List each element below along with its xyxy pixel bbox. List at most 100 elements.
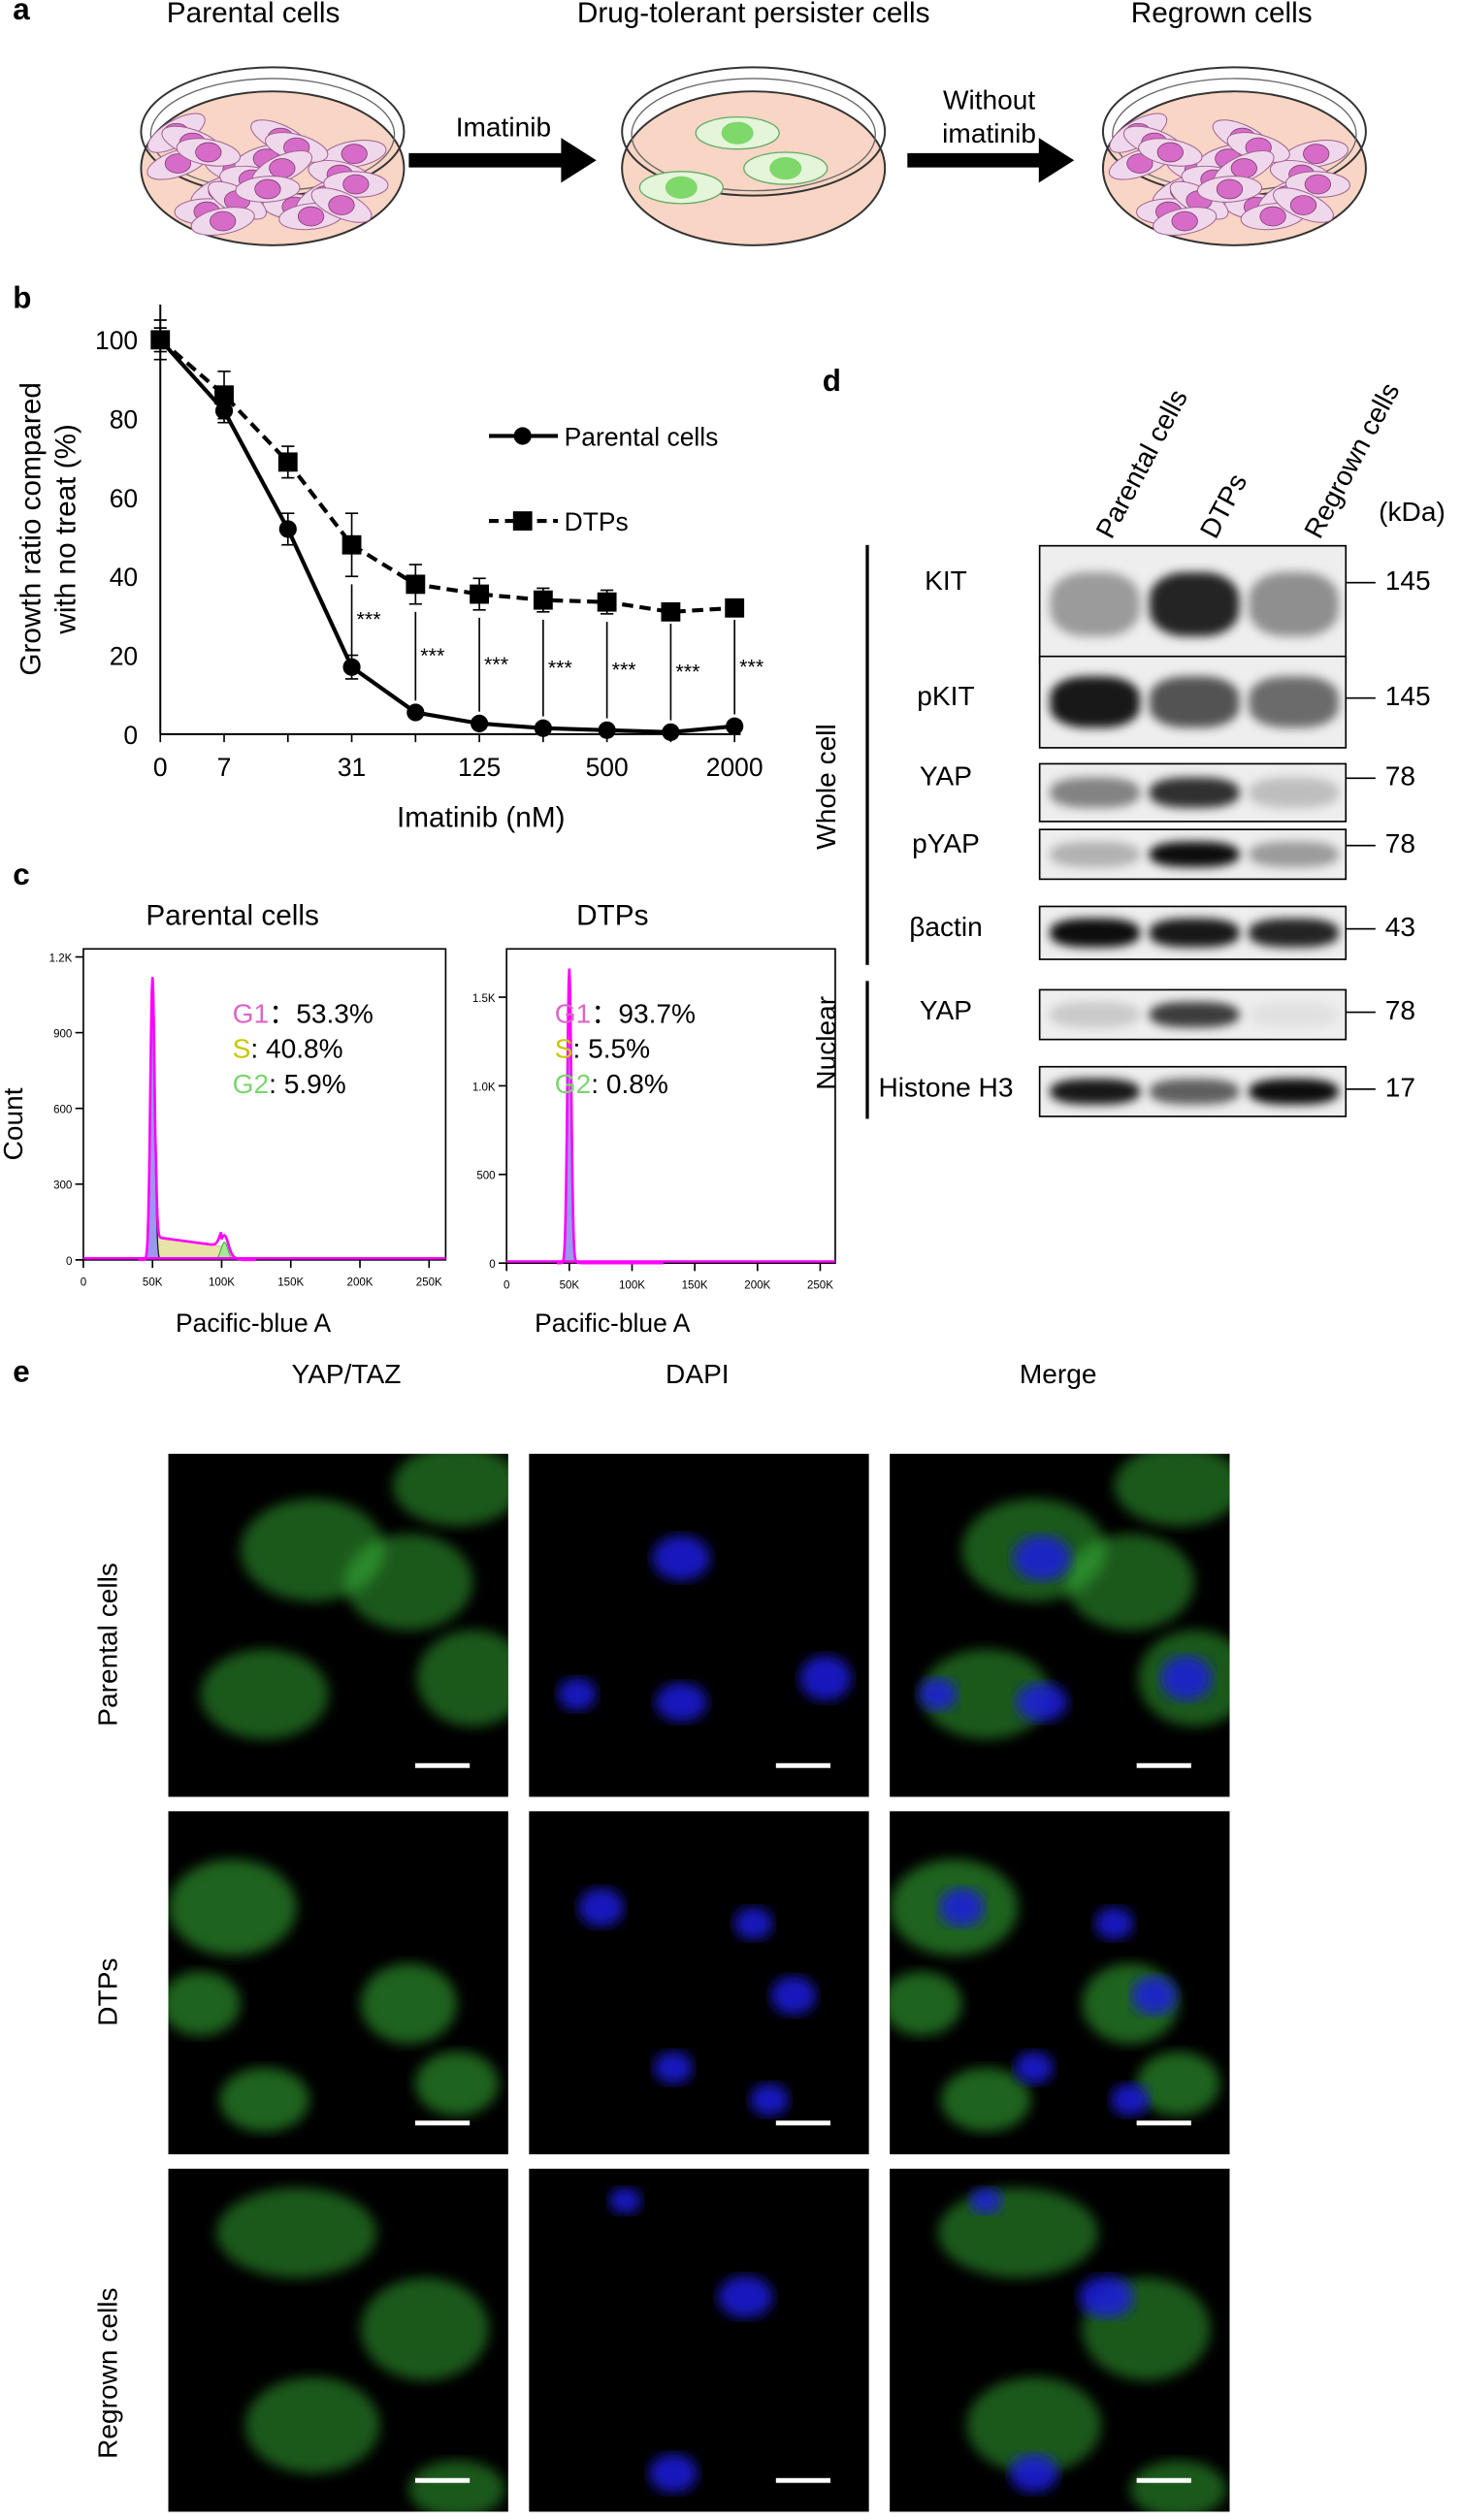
phase-g1-value: ：53.3% bbox=[269, 998, 374, 1029]
cell-nucleus bbox=[1126, 153, 1153, 174]
hist-dtp-xlabel: Pacific-blue A bbox=[535, 1310, 691, 1339]
micrograph-image bbox=[608, 2187, 773, 2493]
y-tick-label: 0 bbox=[123, 721, 138, 750]
hist-dtp-phases: G1：93.7% S: 5.5% G2: 0.8% bbox=[555, 997, 696, 1103]
col-yaptaz: YAP/TAZ bbox=[291, 1359, 402, 1390]
western-blot-yap bbox=[1038, 762, 1348, 823]
yap-signal-cell bbox=[1114, 1453, 1230, 1527]
cell-cycle-histograms: 0 300 600 900 1.2K 0 50K 100K 150K 200K 250K 0 500 1.… bbox=[49, 948, 836, 1292]
kda-marker: 145 bbox=[1347, 681, 1431, 713]
yap-signal-cell bbox=[1065, 1534, 1195, 1631]
yap-signal-cell bbox=[922, 1649, 1051, 1739]
lane-label-dtps: DTPs bbox=[1194, 468, 1253, 544]
dapi-nucleus bbox=[1079, 2276, 1134, 2318]
hist-parental-phases: G1：53.3% S: 40.8% G2: 5.9% bbox=[233, 997, 374, 1103]
yap-signal-cell bbox=[1130, 2460, 1227, 2512]
cell-nucleus bbox=[254, 178, 281, 200]
phase-g2-value: : 5.9% bbox=[269, 1069, 346, 1100]
hist-dtp-title: DTPs bbox=[576, 899, 649, 932]
yaptaz-micrograph bbox=[168, 1453, 508, 1797]
blot-label: Histone H3 bbox=[878, 1072, 1014, 1103]
significance-label: *** bbox=[548, 656, 573, 679]
micrograph-image bbox=[168, 1858, 499, 2132]
dapi-nucleus bbox=[799, 1656, 852, 1701]
data-point-dtps bbox=[277, 452, 298, 472]
x-tick-label: 250K bbox=[416, 1276, 442, 1288]
blot-band bbox=[1050, 918, 1140, 948]
dapi-nucleus bbox=[652, 1535, 711, 1581]
x-tick-label: 50K bbox=[560, 1280, 580, 1292]
panel-b-label: b bbox=[13, 281, 32, 316]
western-blot-βactin bbox=[1038, 905, 1348, 960]
panel-a-title-dtp: Drug-tolerant persister cells bbox=[576, 0, 930, 29]
cell-nucleus bbox=[1304, 174, 1331, 195]
legend-label: Parental cells bbox=[565, 422, 719, 451]
dapi-nucleus bbox=[969, 2187, 1002, 2214]
dapi-nucleus bbox=[578, 1888, 624, 1927]
merge-micrograph bbox=[890, 1453, 1230, 1797]
whole-cell-label: Whole cell bbox=[811, 724, 842, 850]
cell-nucleus bbox=[1259, 206, 1286, 227]
blot-label: YAP bbox=[919, 760, 973, 792]
data-point-dtps bbox=[150, 330, 171, 350]
legend-marker bbox=[512, 511, 533, 531]
y-tick-label: 0 bbox=[66, 1256, 72, 1268]
blot-label: βactin bbox=[909, 912, 983, 943]
yap-signal-cell bbox=[408, 2460, 505, 2512]
arrow-label-imatinib2: imatinib bbox=[942, 118, 1037, 149]
x-tick-label: 100K bbox=[209, 1276, 235, 1288]
phase-g1-value: ：93.7% bbox=[591, 998, 697, 1029]
yap-signal-cell bbox=[414, 2052, 499, 2116]
panel-a-title-regrown: Regrown cells bbox=[1130, 0, 1313, 29]
western-blot-histone-h3 bbox=[1038, 1065, 1348, 1117]
yap-signal-cell bbox=[216, 2187, 377, 2278]
x-tick-label: 2000 bbox=[706, 753, 763, 782]
dtp-nucleus bbox=[721, 121, 754, 145]
col-dapi: DAPI bbox=[666, 1359, 730, 1390]
data-point-parental bbox=[471, 714, 489, 732]
ylabel-line: Growth ratio compared with no treat (%) bbox=[14, 382, 82, 676]
blot-band bbox=[1149, 1078, 1240, 1106]
yap-signal-cell bbox=[244, 2376, 380, 2473]
yap-signal-cell bbox=[890, 1971, 962, 2036]
yap-signal-cell bbox=[1136, 2052, 1220, 2116]
cell-nucleus bbox=[1289, 195, 1317, 215]
yap-signal-cell bbox=[392, 1453, 508, 1527]
panel-e-label: e bbox=[13, 1356, 30, 1390]
phase-g2: G2 bbox=[554, 1069, 592, 1100]
cell-nucleus bbox=[341, 144, 368, 164]
dapi-nucleus bbox=[1016, 1683, 1068, 1722]
cell-nucleus bbox=[269, 158, 296, 178]
scale-bar bbox=[414, 2120, 471, 2126]
dapi-nucleus bbox=[1131, 1976, 1177, 2016]
dapi-micrograph bbox=[529, 2168, 869, 2512]
growth-chart-ylabel: Growth ratio compared with no treat (%) bbox=[13, 329, 83, 729]
data-point-dtps bbox=[470, 584, 490, 604]
dapi-nucleus bbox=[1013, 1535, 1071, 1581]
data-point-dtps bbox=[214, 385, 234, 405]
data-point-parental bbox=[662, 723, 680, 741]
yap-signal-cell bbox=[966, 2376, 1102, 2473]
blot-band bbox=[1149, 571, 1240, 637]
scale-bar bbox=[1136, 2477, 1191, 2483]
dapi-nucleus bbox=[718, 2276, 773, 2318]
phase-s: S bbox=[232, 1033, 251, 1065]
cell-nucleus bbox=[164, 153, 192, 174]
growth-chart: 0 20 40 60 80 100 0 7 31 125 500 2000 *** *** *** *** **… bbox=[95, 304, 764, 782]
phase-s-value: : 40.8% bbox=[250, 1033, 343, 1065]
yap-signal-cell bbox=[344, 1534, 473, 1631]
dapi-nucleus bbox=[649, 2453, 698, 2493]
cell-nucleus bbox=[1303, 144, 1330, 164]
y-tick-label: 1.5K bbox=[472, 993, 496, 1005]
blot-band bbox=[1050, 776, 1140, 809]
dapi-nucleus bbox=[1015, 2052, 1054, 2084]
western-blot-yap bbox=[1038, 988, 1348, 1041]
blot-band bbox=[1249, 1078, 1339, 1106]
dapi-nucleus bbox=[655, 1683, 707, 1722]
dtp-nucleus bbox=[665, 176, 698, 199]
dapi-nucleus bbox=[1111, 2084, 1150, 2116]
x-tick-label: 31 bbox=[338, 753, 366, 782]
data-point-parental bbox=[726, 717, 744, 735]
phase-g2-value: : 0.8% bbox=[591, 1069, 668, 1100]
dish-inner-rim bbox=[631, 78, 876, 192]
